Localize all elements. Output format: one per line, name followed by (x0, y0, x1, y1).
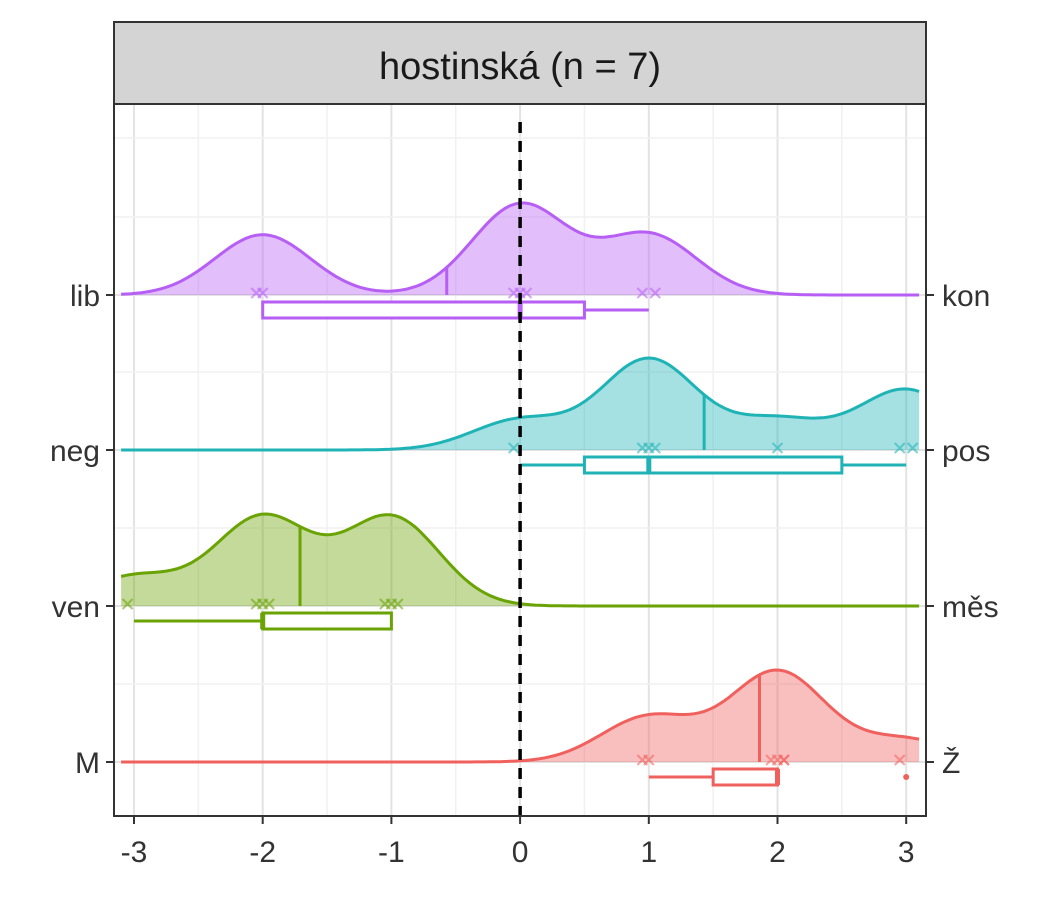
data-point (392, 598, 404, 610)
y-label-left: neg (50, 435, 100, 468)
y-label-right: měs (942, 591, 999, 624)
x-tick-label: -2 (249, 836, 276, 869)
data-point (379, 598, 391, 610)
x-tick-label: -3 (121, 836, 148, 869)
chart-title: hostinská (n = 7) (379, 46, 661, 88)
data-point (643, 754, 655, 766)
series-ven-měs: ven měs (52, 512, 999, 631)
box-iqr (261, 300, 586, 320)
data-point (649, 442, 662, 454)
data-point (893, 442, 906, 454)
data-point (507, 442, 520, 454)
data-point (121, 598, 134, 610)
box-iqr (582, 455, 844, 475)
panel-border (113, 103, 927, 817)
density-area (121, 203, 920, 295)
data-point (771, 442, 784, 454)
box-iqr (711, 767, 780, 787)
data-point (778, 754, 790, 766)
data-point (893, 754, 906, 766)
y-label-left: ven (52, 591, 100, 624)
y-label-left: M (75, 747, 100, 780)
x-tick-label: 2 (769, 836, 786, 869)
x-axis: -3 -2 -1 0 1 2 3 (121, 816, 915, 869)
x-tick-label: 0 (512, 836, 529, 869)
data-point (649, 287, 662, 299)
density-area (121, 358, 920, 450)
box-iqr (261, 611, 393, 631)
series-lib-kon: lib kon (70, 201, 990, 320)
y-label-right: pos (942, 435, 990, 468)
x-tick-label: 3 (898, 836, 915, 869)
outlier-point (903, 774, 910, 780)
data-point (906, 442, 919, 454)
x-tick-label: -1 (378, 836, 405, 869)
y-label-right: Ž (942, 747, 960, 780)
data-point (250, 598, 263, 610)
data-point (636, 287, 649, 299)
strip-background (113, 21, 927, 105)
y-label-right: kon (942, 280, 990, 313)
y-label-left: lib (70, 280, 100, 313)
data-point (256, 287, 269, 299)
density-curve (121, 668, 920, 764)
data-point (636, 442, 649, 454)
density-area (121, 514, 920, 606)
data-point (263, 598, 275, 610)
density-area (121, 670, 920, 762)
x-tick-label: 1 (640, 836, 657, 869)
